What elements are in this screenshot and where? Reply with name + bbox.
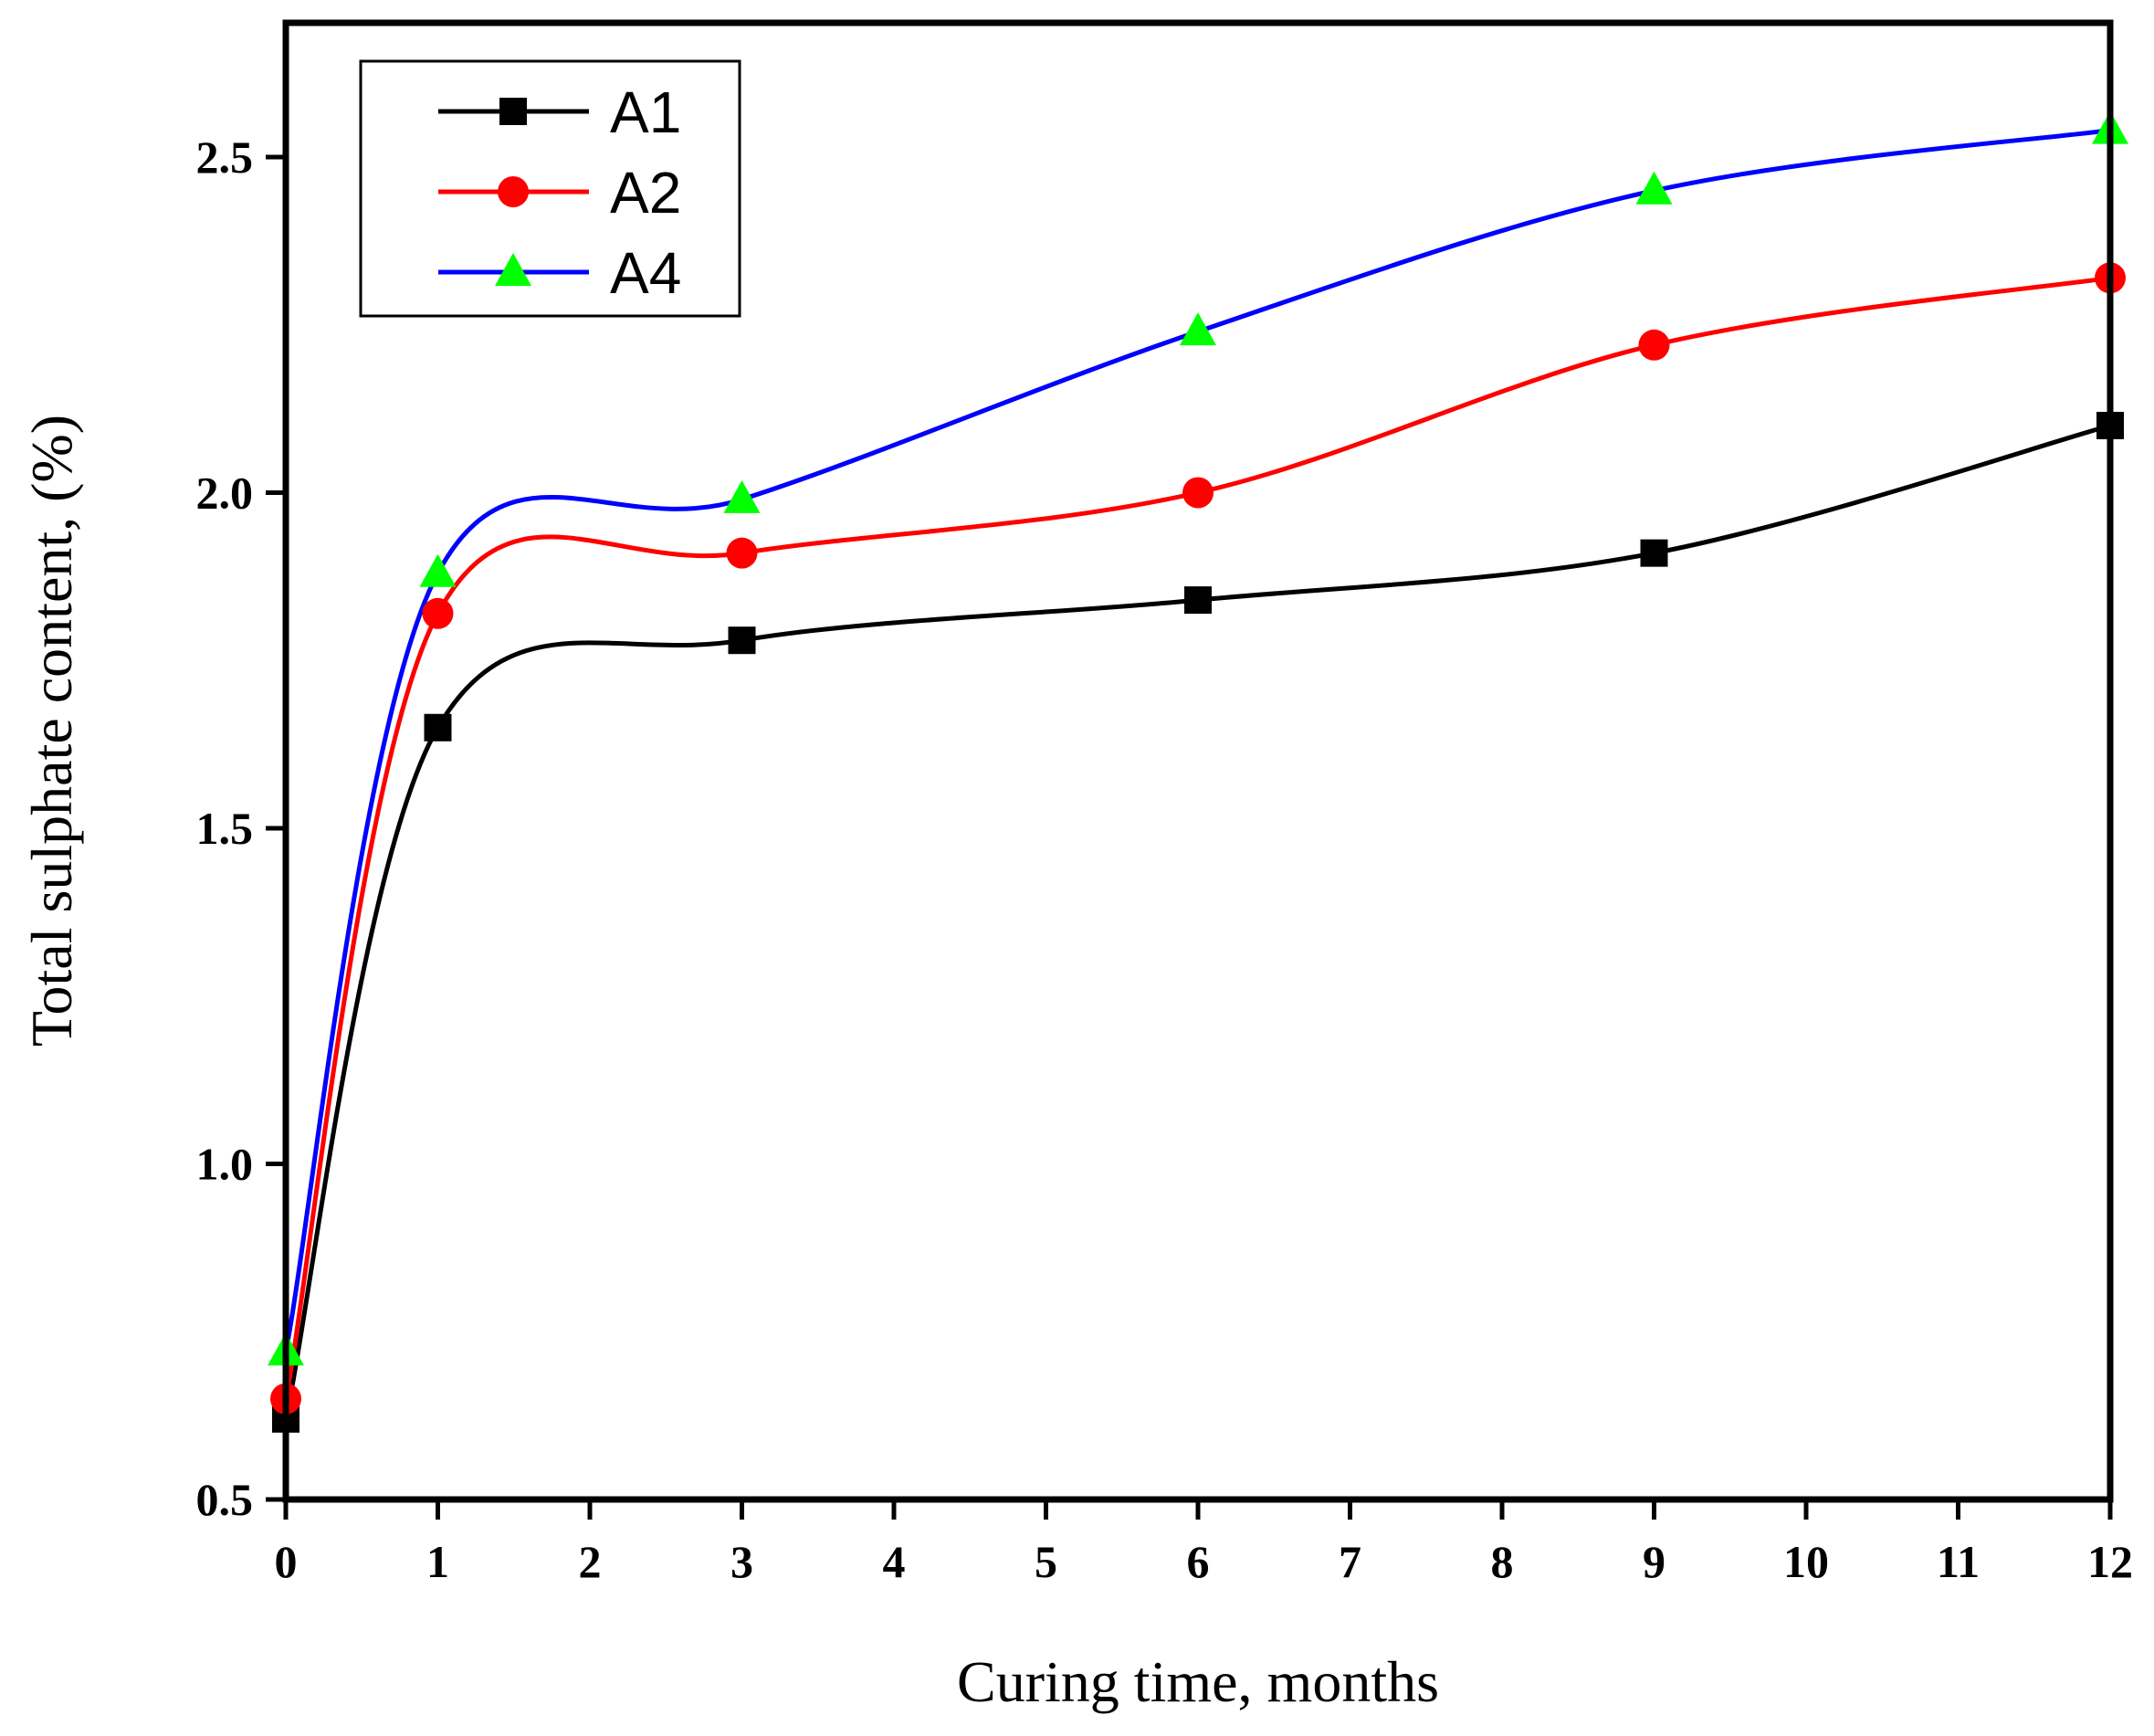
x-tick-label: 3 bbox=[730, 1536, 753, 1587]
legend-label-a4: A4 bbox=[610, 240, 681, 306]
y-axis-title: Total sulphate content, (%) bbox=[19, 415, 84, 1047]
data-point-a2 bbox=[1638, 329, 1670, 361]
legend: A1 A2 A4 bbox=[359, 59, 741, 318]
data-point-a2 bbox=[422, 597, 454, 629]
x-tick-label: 0 bbox=[275, 1536, 298, 1587]
y-tick-label: 1.0 bbox=[196, 1139, 254, 1190]
x-tick-label: 11 bbox=[1937, 1536, 1980, 1587]
legend-marker-a1 bbox=[499, 98, 527, 125]
series-line-a2 bbox=[283, 275, 2111, 1400]
data-point-a1 bbox=[1640, 539, 1668, 567]
x-tick-label: 2 bbox=[579, 1536, 602, 1587]
data-point-a4 bbox=[1635, 171, 1673, 205]
marker-layer bbox=[268, 110, 2128, 1433]
data-point-a4 bbox=[1180, 312, 1216, 346]
legend-box bbox=[359, 59, 741, 318]
data-point-a2 bbox=[1182, 477, 1214, 509]
x-tick-label: 10 bbox=[1783, 1536, 1829, 1587]
legend-label-a1: A1 bbox=[610, 79, 681, 145]
x-tick-label: 5 bbox=[1035, 1536, 1057, 1587]
x-axis-title: Curing time, months bbox=[957, 1649, 1439, 1714]
legend-marker-a2 bbox=[498, 176, 529, 207]
y-tick-label: 0.5 bbox=[196, 1474, 254, 1525]
x-axis: 0 1 2 3 4 5 6 7 8 9 10 11 12 bbox=[275, 1499, 2133, 1587]
series-line-a1 bbox=[283, 423, 2111, 1420]
y-tick-label: 2.5 bbox=[196, 132, 254, 183]
data-point-a1 bbox=[424, 713, 452, 742]
x-tick-label: 1 bbox=[426, 1536, 449, 1587]
data-point-a2 bbox=[726, 537, 758, 569]
legend-label-a2: A2 bbox=[610, 160, 681, 226]
x-tick-label: 12 bbox=[2087, 1536, 2133, 1587]
data-point-a1 bbox=[1184, 586, 1212, 615]
series-layer bbox=[283, 128, 2111, 1420]
x-tick-label: 9 bbox=[1643, 1536, 1665, 1587]
data-point-a4 bbox=[723, 479, 761, 513]
x-tick-label: 4 bbox=[883, 1536, 906, 1587]
y-tick-label: 1.5 bbox=[196, 803, 254, 854]
legend-marker-a4 bbox=[495, 253, 531, 286]
data-point-a4 bbox=[419, 553, 457, 587]
y-tick-label: 2.0 bbox=[196, 468, 254, 519]
x-tick-label: 8 bbox=[1491, 1536, 1514, 1587]
x-tick-label: 7 bbox=[1339, 1536, 1361, 1587]
x-tick-label: 6 bbox=[1187, 1536, 1210, 1587]
y-axis: 0.5 1.0 1.5 2.0 2.5 bbox=[196, 132, 286, 1525]
data-point-a1 bbox=[728, 626, 756, 655]
series-line-a4 bbox=[283, 128, 2111, 1352]
